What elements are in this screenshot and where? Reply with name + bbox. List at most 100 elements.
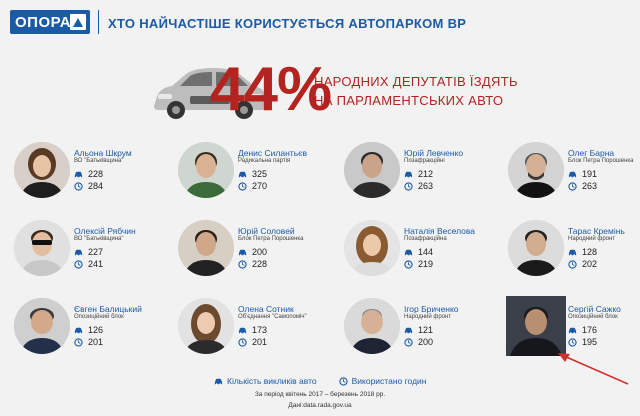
hours-value: 263 (582, 181, 598, 191)
car-small-icon (74, 249, 83, 256)
avatar (14, 142, 70, 198)
deputy-card[interactable]: Юрій Соловей Блок Петра Порошенка 200 22… (164, 216, 324, 286)
calls-stat: 200 (238, 247, 267, 257)
legend-hours-label: Використано годин (351, 376, 427, 386)
hours-value: 270 (252, 181, 268, 191)
clock-icon (238, 259, 247, 269)
calls-stat: 191 (568, 169, 597, 179)
calls-stat: 126 (74, 325, 103, 335)
deputy-party: ВО "Батьківщина" (74, 236, 124, 242)
clock-icon (74, 181, 83, 191)
hours-value: 219 (418, 259, 434, 269)
calls-stat: 227 (74, 247, 103, 257)
clock-icon (568, 181, 577, 191)
deputy-name: Сергій Сажко (568, 304, 621, 314)
deputy-card[interactable]: Денис Силантьєв Радикальна партія 325 27… (164, 138, 324, 208)
hours-value: 201 (252, 337, 268, 347)
hours-stat: 263 (404, 181, 433, 191)
deputy-name: Денис Силантьєв (238, 148, 307, 158)
deputy-card[interactable]: Юрій Левченко Позафракційні 212 263 (330, 138, 490, 208)
clock-icon (568, 337, 577, 347)
percent-value: 44% (210, 55, 332, 124)
deputy-party: Позафракційна (404, 236, 447, 242)
hours-value: 200 (418, 337, 434, 347)
car-small-icon (238, 171, 247, 178)
clock-icon (74, 337, 83, 347)
source-link[interactable]: Дані:data.rada.gov.ua (288, 402, 352, 409)
hours-value: 202 (582, 259, 598, 269)
deputy-name: Тарас Кремінь (568, 226, 625, 236)
deputy-card[interactable]: Ігор Бриченко Народний фронт 121 200 (330, 294, 490, 364)
calls-value: 325 (252, 169, 268, 179)
calls-value: 121 (418, 325, 434, 335)
deputy-party: ВО "Батьківщина" (74, 158, 124, 164)
deputy-card[interactable]: Альона Шкрум ВО "Батьківщина" 228 284 (0, 138, 160, 208)
hours-stat: 195 (568, 337, 597, 347)
avatar (344, 298, 400, 354)
car-small-icon (568, 249, 577, 256)
hero-banner: 44% НАРОДНИХ ДЕПУТАТІВ ЇЗДЯТЬ НА ПАРЛАМЕ… (150, 52, 517, 128)
calls-value: 173 (252, 325, 268, 335)
car-icon (154, 68, 266, 119)
deputy-card[interactable]: Наталія Веселова Позафракційна 144 219 (330, 216, 490, 286)
deputy-card[interactable]: Олексій Рябчин ВО "Батьківщина" 227 241 (0, 216, 160, 286)
calls-value: 212 (418, 169, 434, 179)
deputy-card[interactable]: Євген Балицький Опозиційний блок 126 201 (0, 294, 160, 364)
calls-value: 191 (582, 169, 598, 179)
logo-text: ОПОРА (15, 13, 72, 31)
deputy-party: Блок Петра Порошенка (238, 236, 304, 242)
avatar (508, 142, 564, 198)
hours-stat: 219 (404, 259, 433, 269)
deputy-card[interactable]: Олег Барна Блок Петра Порошенка 191 263 (494, 138, 640, 208)
opora-logo[interactable]: ОПОРА (10, 10, 90, 34)
deputy-party: Радикальна партія (238, 158, 291, 164)
car-small-icon (74, 327, 83, 334)
header-divider (98, 10, 99, 34)
clock-icon (238, 337, 247, 347)
hours-stat: 201 (238, 337, 267, 347)
calls-stat: 128 (568, 247, 597, 257)
deputy-party: Народний фронт (404, 314, 452, 320)
avatar (14, 220, 70, 276)
hours-stat: 228 (238, 259, 267, 269)
hero-caption: НАРОДНИХ ДЕПУТАТІВ ЇЗДЯТЬ НА ПАРЛАМЕНТСЬ… (314, 72, 518, 110)
calls-stat: 176 (568, 325, 597, 335)
hours-stat: 200 (404, 337, 433, 347)
clock-icon (74, 259, 83, 269)
clock-icon (404, 337, 413, 347)
calls-stat: 121 (404, 325, 433, 335)
avatar (508, 220, 564, 276)
calls-stat: 325 (238, 169, 267, 179)
calls-value: 227 (88, 247, 104, 257)
deputy-party: Опозиційний блок (74, 314, 124, 320)
deputy-card[interactable]: Тарас Кремінь Народний фронт 128 202 (494, 216, 640, 286)
calls-stat: 144 (404, 247, 433, 257)
deputy-card-selected[interactable]: Сергій Сажко Опозиційний блок 176 195 (494, 294, 640, 364)
clock-icon (404, 259, 413, 269)
car-small-icon (568, 327, 577, 334)
clock-icon (338, 376, 348, 386)
calls-value: 128 (582, 247, 598, 257)
avatar (14, 298, 70, 354)
car-small-icon (404, 249, 413, 256)
deputy-name: Євген Балицький (74, 304, 142, 314)
logo-triangle-icon (70, 14, 86, 30)
deputy-name: Юрій Левченко (404, 148, 464, 158)
legend-calls: Кількість викликів авто (214, 376, 317, 386)
deputy-name: Наталія Веселова (404, 226, 476, 236)
deputy-party: Об'єднання "Самопоміч" (238, 314, 307, 320)
deputy-name: Олексій Рябчин (74, 226, 136, 236)
hours-stat: 202 (568, 259, 597, 269)
hours-value: 284 (88, 181, 104, 191)
clock-icon (238, 181, 247, 191)
deputy-party: Народний фронт (568, 236, 616, 242)
hours-stat: 241 (74, 259, 103, 269)
page-title: ХТО НАЙЧАСТІШЕ КОРИСТУЄТЬСЯ АВТОПАРКОМ В… (108, 16, 467, 31)
deputy-name: Альона Шкрум (74, 148, 132, 158)
deputy-card[interactable]: Олена Сотник Об'єднання "Самопоміч" 173 … (164, 294, 324, 364)
deputy-name: Юрій Соловей (238, 226, 295, 236)
calls-stat: 212 (404, 169, 433, 179)
car-small-icon (74, 171, 83, 178)
hours-value: 195 (582, 337, 598, 347)
annotation-arrow-icon (558, 353, 629, 385)
